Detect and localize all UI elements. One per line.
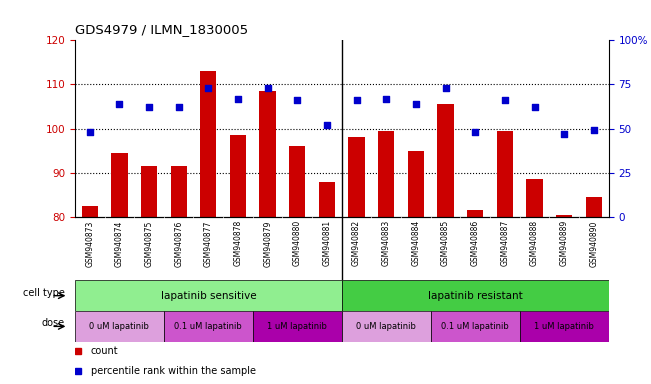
Text: GSM940876: GSM940876 <box>174 220 183 266</box>
Text: GSM940883: GSM940883 <box>381 220 391 266</box>
Text: GSM940879: GSM940879 <box>263 220 272 266</box>
Point <box>85 129 95 135</box>
Text: GSM940882: GSM940882 <box>352 220 361 266</box>
Text: 1 uM lapatinib: 1 uM lapatinib <box>268 322 327 331</box>
Bar <box>81 206 98 217</box>
Point <box>173 104 184 111</box>
Bar <box>431 311 519 342</box>
Text: GSM940873: GSM940873 <box>85 220 94 266</box>
Point <box>529 104 540 111</box>
Text: GSM940888: GSM940888 <box>530 220 539 266</box>
Bar <box>164 311 253 342</box>
Bar <box>527 179 543 217</box>
Text: GSM940875: GSM940875 <box>145 220 154 266</box>
Bar <box>230 135 246 217</box>
Bar <box>289 146 305 217</box>
Point <box>292 97 303 103</box>
Text: GSM940890: GSM940890 <box>589 220 598 266</box>
Text: lapatinib resistant: lapatinib resistant <box>428 291 523 301</box>
Text: GSM940878: GSM940878 <box>234 220 242 266</box>
Point <box>233 96 243 102</box>
Text: lapatinib sensitive: lapatinib sensitive <box>161 291 256 301</box>
Text: GSM940886: GSM940886 <box>471 220 480 266</box>
Point <box>144 104 154 111</box>
Bar <box>437 104 454 217</box>
Bar <box>260 91 276 217</box>
Point <box>352 97 362 103</box>
Text: 1 uM lapatinib: 1 uM lapatinib <box>534 322 594 331</box>
Point <box>500 97 510 103</box>
Point <box>440 85 450 91</box>
Text: 0.1 uM lapatinib: 0.1 uM lapatinib <box>441 322 509 331</box>
Text: GDS4979 / ILMN_1830005: GDS4979 / ILMN_1830005 <box>75 23 248 36</box>
Point <box>262 85 273 91</box>
Bar <box>348 137 365 217</box>
Text: GSM940885: GSM940885 <box>441 220 450 266</box>
Text: GSM940881: GSM940881 <box>322 220 331 266</box>
Bar <box>586 197 602 217</box>
Text: cell type: cell type <box>23 288 65 298</box>
Point <box>114 101 124 107</box>
Text: dose: dose <box>42 318 65 328</box>
Point <box>203 85 214 91</box>
Text: 0.1 uM lapatinib: 0.1 uM lapatinib <box>174 322 242 331</box>
Point <box>411 101 421 107</box>
Bar <box>342 280 609 311</box>
Bar <box>75 311 164 342</box>
Text: percentile rank within the sample: percentile rank within the sample <box>91 366 256 376</box>
Bar <box>497 131 513 217</box>
Text: GSM940884: GSM940884 <box>411 220 421 266</box>
Bar <box>111 153 128 217</box>
Text: GSM940887: GSM940887 <box>501 220 509 266</box>
Bar <box>408 151 424 217</box>
Bar <box>556 215 572 217</box>
Bar <box>467 210 484 217</box>
Point <box>589 127 599 134</box>
Bar <box>171 166 187 217</box>
Text: GSM940889: GSM940889 <box>560 220 569 266</box>
Bar <box>200 71 217 217</box>
Bar <box>342 311 431 342</box>
Bar <box>519 311 609 342</box>
Point <box>559 131 570 137</box>
Bar <box>253 311 342 342</box>
Text: 0 uM lapatinib: 0 uM lapatinib <box>89 322 149 331</box>
Point <box>322 122 332 128</box>
Text: count: count <box>91 346 118 356</box>
Text: GSM940877: GSM940877 <box>204 220 213 266</box>
Text: 0 uM lapatinib: 0 uM lapatinib <box>356 322 416 331</box>
Point <box>381 96 391 102</box>
Bar <box>378 131 395 217</box>
Text: GSM940880: GSM940880 <box>293 220 302 266</box>
Bar <box>319 182 335 217</box>
Text: GSM940874: GSM940874 <box>115 220 124 266</box>
Bar <box>141 166 157 217</box>
Point <box>470 129 480 135</box>
Bar <box>75 280 342 311</box>
